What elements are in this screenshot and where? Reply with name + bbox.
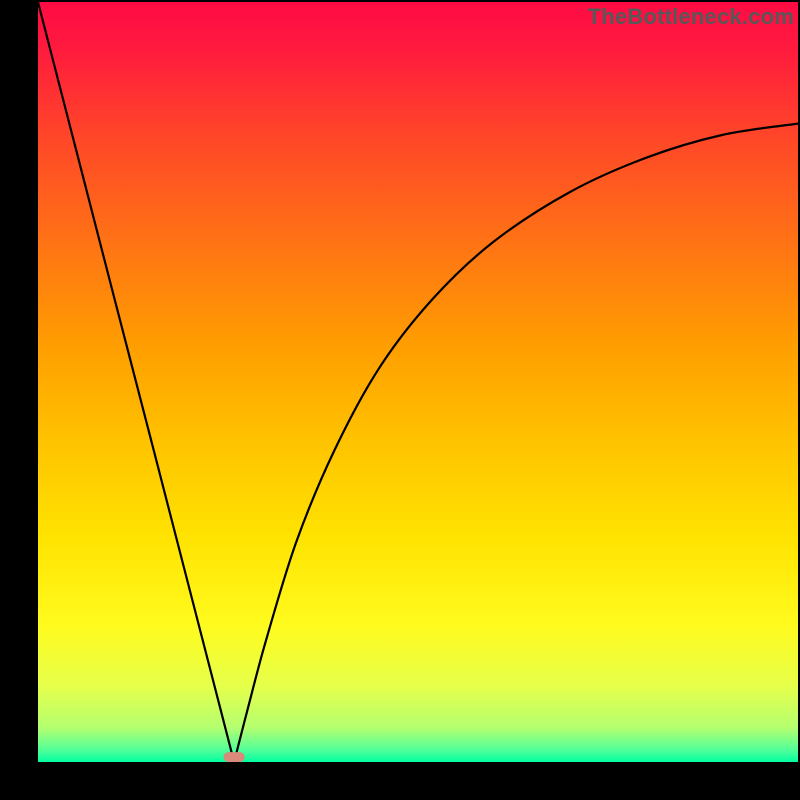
curve-layer bbox=[38, 2, 798, 762]
chart-root: TheBottleneck.com bbox=[0, 0, 800, 800]
vertex-marker bbox=[223, 752, 244, 762]
plot-area bbox=[38, 2, 798, 762]
watermark-text: TheBottleneck.com bbox=[588, 4, 794, 30]
bottleneck-curve bbox=[38, 2, 798, 762]
